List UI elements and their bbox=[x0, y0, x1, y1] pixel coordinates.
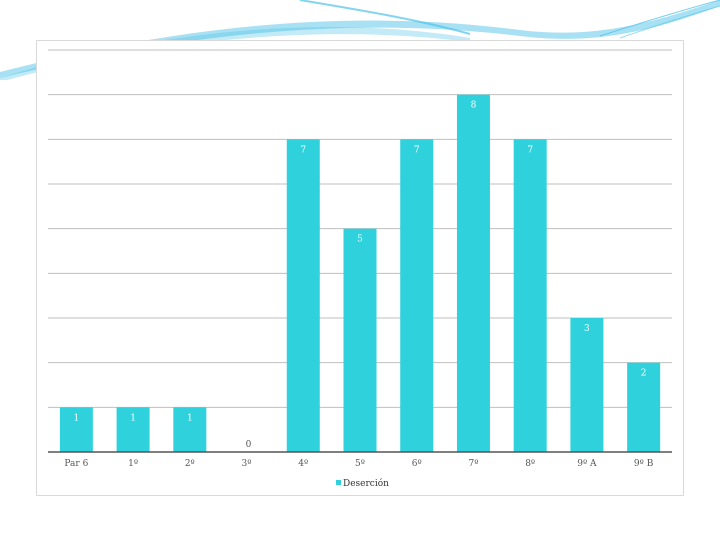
x-tick-label: 2º bbox=[185, 459, 195, 469]
x-tick-label: 9º A bbox=[577, 459, 597, 469]
bar bbox=[627, 362, 661, 452]
legend-label: Deserción bbox=[343, 478, 389, 489]
x-tick-label: 8º bbox=[525, 459, 535, 469]
data-label: 7 bbox=[527, 145, 533, 155]
data-label: 7 bbox=[300, 145, 306, 155]
data-label: 1 bbox=[130, 413, 136, 423]
data-label: 3 bbox=[584, 324, 590, 334]
data-label: 7 bbox=[414, 145, 420, 155]
bar bbox=[286, 139, 320, 453]
x-tick-label: 7º bbox=[468, 459, 478, 469]
bar bbox=[513, 139, 547, 453]
bar bbox=[456, 94, 490, 453]
bar bbox=[116, 407, 150, 452]
bars bbox=[59, 94, 661, 453]
data-label: 1 bbox=[73, 413, 79, 423]
bar bbox=[400, 139, 434, 453]
data-label: 1 bbox=[187, 413, 193, 423]
bar bbox=[173, 407, 207, 452]
data-label: 0 bbox=[246, 440, 252, 450]
data-label: 2 bbox=[641, 369, 647, 379]
legend-swatch bbox=[336, 480, 341, 485]
bar bbox=[570, 318, 604, 452]
data-label: 8 bbox=[471, 101, 477, 111]
x-tick-label: 3º bbox=[242, 459, 252, 469]
x-tick-label: 1º bbox=[128, 459, 138, 469]
x-tick-label: 9º B bbox=[634, 459, 654, 469]
bar bbox=[59, 407, 93, 452]
x-tick-label: 5º bbox=[355, 459, 365, 469]
value-labels: 1 1 1 0 7 5 7 8 7 3 2 bbox=[73, 101, 646, 450]
x-tick-label: 4º bbox=[298, 459, 308, 469]
category-labels: Par 6 1º 2º 3º 4º 5º 6º 7º 8º 9º A 9º B bbox=[64, 459, 653, 469]
bar bbox=[343, 228, 377, 452]
x-tick-label: Par 6 bbox=[64, 459, 88, 469]
data-label: 5 bbox=[357, 235, 363, 245]
legend: Deserción bbox=[336, 478, 389, 489]
x-tick-label: 6º bbox=[412, 459, 422, 469]
